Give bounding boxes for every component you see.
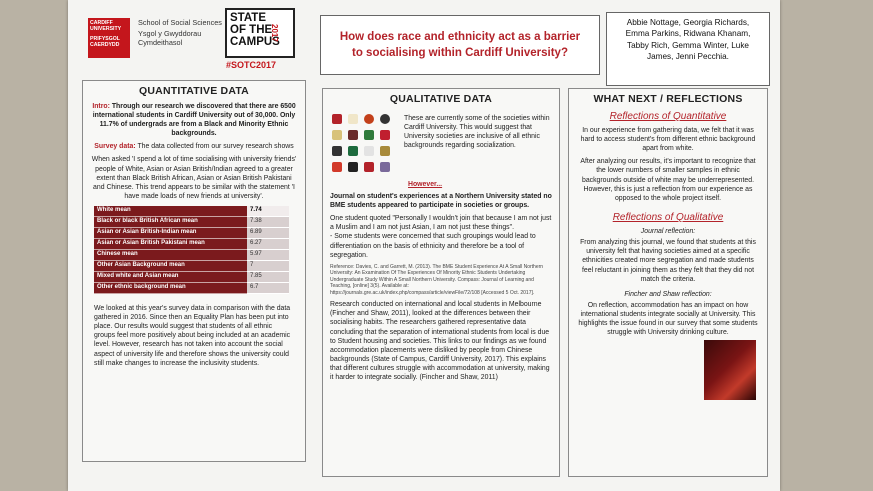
society-logo bbox=[348, 161, 358, 172]
society-logo bbox=[348, 145, 358, 156]
school-english: School of Social Sciences bbox=[138, 18, 222, 27]
however: However... bbox=[408, 180, 443, 188]
journal-text: From analyzing this journal, we found th… bbox=[580, 239, 756, 283]
table-cell: Chinese mean bbox=[94, 249, 247, 261]
society-logo bbox=[332, 161, 342, 172]
fincher-label: Fincher and Shaw reflection: bbox=[624, 290, 712, 298]
society-logo bbox=[348, 113, 358, 124]
table-cell: 5.97 bbox=[247, 249, 289, 261]
section-heading: QUALITATIVE DATA bbox=[389, 93, 493, 105]
university-logo: CARDIFF UNIVERSITY PRIFYSGOL CAERDYDD bbox=[88, 18, 130, 58]
poster-title: How does race and ethnicity act as a bar… bbox=[320, 15, 600, 75]
school-welsh: Ysgol y Gwyddorau Cymdeithasol bbox=[138, 28, 202, 47]
societies-text: These are currently some of the societie… bbox=[404, 114, 550, 150]
table-cell: 7 bbox=[247, 260, 289, 272]
society-logos bbox=[332, 113, 394, 176]
table-cell: 7.38 bbox=[247, 216, 289, 228]
intro: Intro: Through our research we discovere… bbox=[90, 102, 298, 138]
quantitative-panel: QUANTITATIVE DATA Intro: Through our res… bbox=[82, 80, 306, 462]
society-logo bbox=[380, 145, 390, 156]
qualitative-panel: QUALITATIVE DATA These are curr bbox=[322, 88, 560, 477]
survey-text: The data collected from our survey resea… bbox=[137, 143, 294, 151]
journal: Journal on student's experiences at a No… bbox=[330, 192, 552, 210]
table-row: Asian or Asian British Pakistani mean 6.2… bbox=[94, 238, 289, 250]
research: Research conducted on international and … bbox=[330, 301, 550, 382]
authors: Abbie Nottage, Georgia Richards, Emma Pa… bbox=[606, 12, 770, 86]
table-cell: Mixed white and Asian mean bbox=[94, 271, 247, 283]
concern: - Some students were concerned that such… bbox=[330, 233, 536, 259]
table-cell: Asian or Asian British Pakistani mean bbox=[94, 238, 247, 250]
table-row: Black or black British African mean 7.38 bbox=[94, 216, 289, 228]
society-logo bbox=[332, 129, 342, 140]
poster: CARDIFF UNIVERSITY PRIFYSGOL CAERDYDD Sc… bbox=[68, 0, 780, 491]
society-logo bbox=[364, 161, 374, 172]
society-logo bbox=[364, 113, 374, 124]
table-cell: Other ethnic background mean bbox=[94, 282, 247, 294]
table-cell: Other Asian Background mean bbox=[94, 260, 247, 272]
university-name-welsh: PRIFYSGOL CAERDYDD bbox=[90, 35, 120, 48]
campaign-title: STATE OF THE CAMPUS bbox=[230, 12, 280, 49]
survey-label: Survey data: bbox=[94, 143, 136, 151]
table-cell: White mean bbox=[94, 205, 247, 217]
society-logo bbox=[364, 129, 374, 140]
society-logo bbox=[380, 113, 390, 124]
table-row: Mixed white and Asian mean 7.85 bbox=[94, 271, 289, 283]
fincher-text: On reflection, accommodation has an impa… bbox=[578, 301, 758, 337]
table-row: Other Asian Background mean 7 bbox=[94, 260, 289, 272]
campaign-box: STATE OF THE CAMPUS 2017 bbox=[225, 8, 295, 58]
table-cell: Asian or Asian British-Indian mean bbox=[94, 227, 247, 239]
reflections-panel: WHAT NEXT / REFLECTIONS Reflections of Q… bbox=[568, 88, 768, 477]
journal-label: Journal reflection: bbox=[640, 228, 696, 236]
subheading: Reflections of Quantitative bbox=[609, 110, 727, 122]
society-logo bbox=[380, 129, 390, 140]
society-logo bbox=[332, 145, 342, 156]
table-row: Asian or Asian British-Indian mean 6.89 bbox=[94, 227, 289, 239]
campaign-year: 2017 bbox=[270, 24, 279, 42]
table-cell: Black or black British African mean bbox=[94, 216, 247, 228]
campaign-hashtag: #SOTC2017 bbox=[226, 60, 277, 70]
quant-text: In our experience from gathering data, w… bbox=[580, 127, 756, 153]
university-name: CARDIFF UNIVERSITY bbox=[90, 20, 122, 32]
intro-text: Through our research we discovered that … bbox=[92, 102, 296, 138]
table-cell: 6.89 bbox=[247, 227, 289, 239]
society-logo bbox=[364, 145, 374, 156]
quote: One student quoted "Personally I wouldn'… bbox=[330, 215, 552, 232]
survey: Survey data: The data collected from our… bbox=[90, 142, 298, 151]
survey-table: White mean 7.74 Black or black British Af… bbox=[94, 205, 289, 294]
finding: When asked 'I spend a lot of time social… bbox=[91, 156, 297, 200]
society-logo bbox=[380, 161, 390, 172]
section-heading: QUANTITATIVE DATA bbox=[139, 85, 249, 97]
table-cell: 6.27 bbox=[247, 238, 289, 250]
intro-label: Intro: bbox=[92, 102, 110, 110]
school-name: School of Social Sciences Ysgol y Gwyddo… bbox=[138, 18, 223, 47]
table-cell: 7.74 bbox=[247, 205, 289, 217]
table-row: White mean 7.74 bbox=[94, 205, 289, 217]
illustration bbox=[704, 340, 756, 401]
society-logo bbox=[332, 113, 342, 124]
table-row: Chinese mean 5.97 bbox=[94, 249, 289, 261]
reference: Reference: Davies, C. and Garrett, M. (2… bbox=[330, 263, 544, 296]
societies-block: These are currently some of the societie… bbox=[330, 110, 552, 178]
table-cell: 6.7 bbox=[247, 282, 289, 294]
conclusion: We looked at this year's survey data in … bbox=[94, 304, 291, 367]
subheading: Reflections of Qualitative bbox=[612, 211, 724, 223]
society-logo bbox=[348, 129, 358, 140]
quant-text: After analyzing our results, it's import… bbox=[580, 158, 756, 202]
section-heading: WHAT NEXT / REFLECTIONS bbox=[593, 93, 743, 105]
table-row: Other ethnic background mean 6.7 bbox=[94, 282, 289, 294]
table-cell: 7.85 bbox=[247, 271, 289, 283]
